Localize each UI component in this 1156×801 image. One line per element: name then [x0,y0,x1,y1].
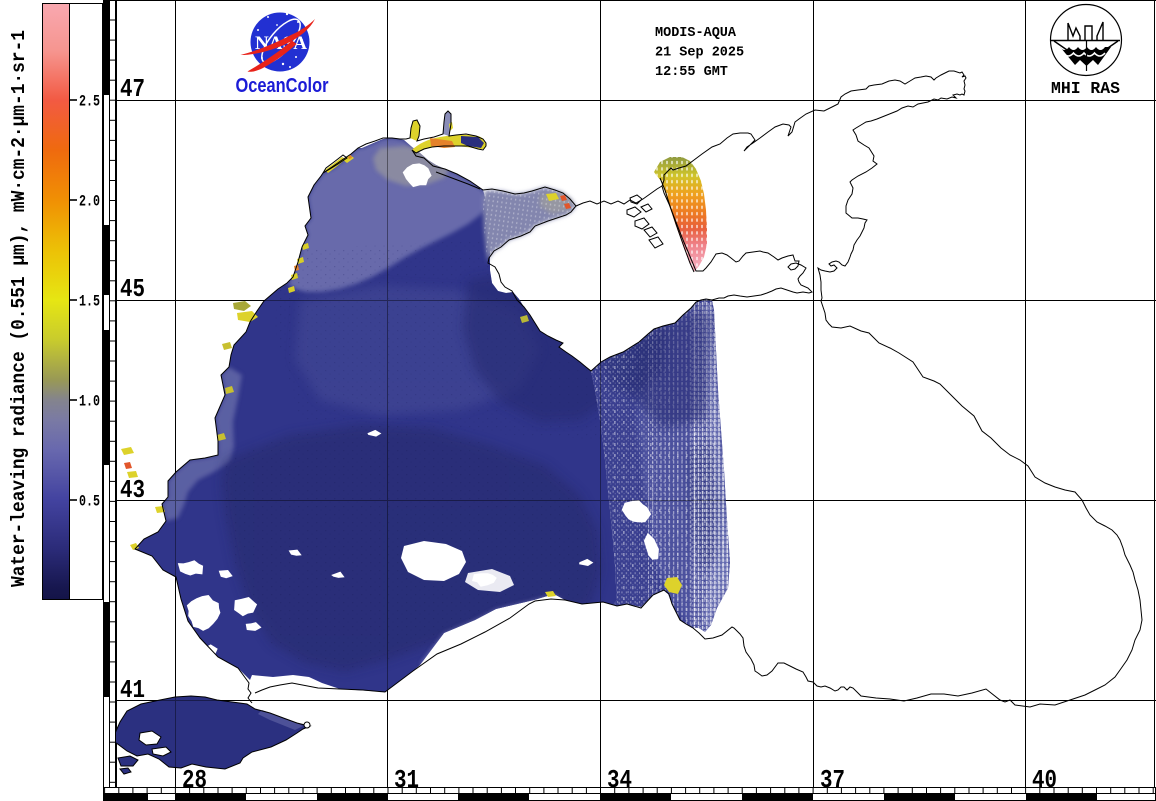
svg-text:Water-leaving radiance (0.551: Water-leaving radiance (0.551 μm), mW·cm… [8,30,30,587]
svg-text:31: 31 [394,765,419,795]
svg-text:2.5: 2.5 [79,93,100,111]
svg-text:45: 45 [120,274,145,304]
svg-text:40: 40 [1032,765,1057,795]
svg-text:37: 37 [820,765,845,795]
svg-text:2.0: 2.0 [79,193,100,211]
svg-text:MHI RAS: MHI RAS [1051,79,1120,98]
svg-text:1.0: 1.0 [79,393,100,411]
svg-text:21 Sep 2025: 21 Sep 2025 [655,46,744,61]
svg-text:MODIS-AQUA: MODIS-AQUA [655,26,737,41]
svg-text:41: 41 [120,675,145,705]
svg-text:47: 47 [120,74,145,104]
svg-text:12:55 GMT: 12:55 GMT [655,65,728,80]
svg-text:0.5: 0.5 [79,493,100,511]
svg-text:OceanColor: OceanColor [236,74,329,97]
svg-text:1.5: 1.5 [79,293,100,311]
svg-text:43: 43 [120,475,145,505]
svg-text:34: 34 [607,765,632,795]
svg-text:28: 28 [182,765,207,795]
